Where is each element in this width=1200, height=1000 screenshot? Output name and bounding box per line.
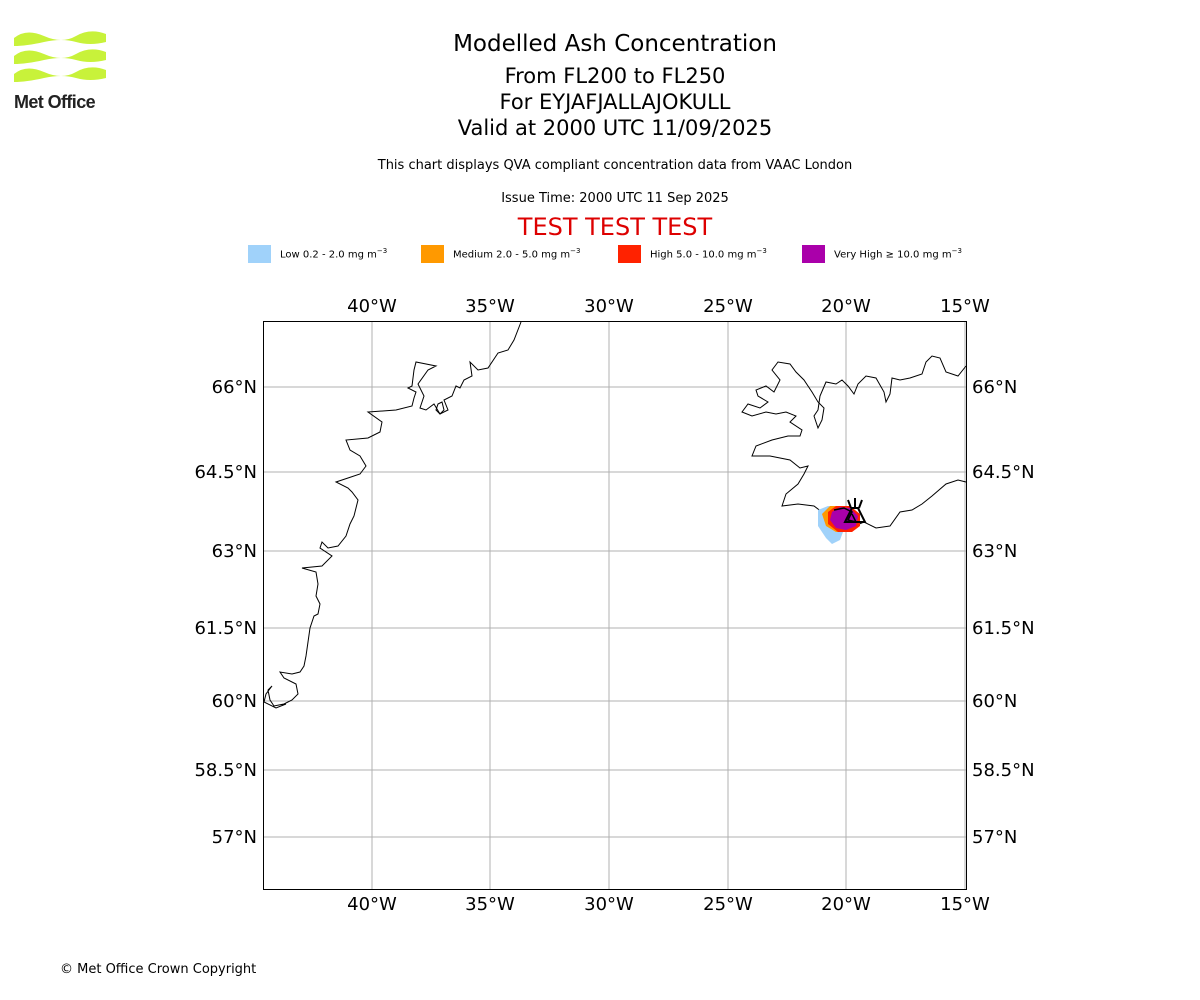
- lat-label-right: 63°N: [972, 541, 1017, 562]
- lat-label-left: 66°N: [212, 377, 257, 398]
- legend-item-high: High 5.0 - 10.0 mg m−3: [618, 244, 767, 264]
- lat-label-left: 63°N: [212, 541, 257, 562]
- issue-time: Issue Time: 2000 UTC 11 Sep 2025: [501, 191, 729, 206]
- lat-label-left: 57°N: [212, 827, 257, 848]
- lat-label-left: 58.5°N: [194, 760, 257, 781]
- legend-swatch-high: [618, 245, 641, 263]
- chart-title: Modelled Ash Concentration: [453, 31, 777, 57]
- lon-label-top: 40°W: [347, 296, 397, 317]
- lat-label-right: 66°N: [972, 377, 1017, 398]
- copyright-notice: © Met Office Crown Copyright: [60, 962, 257, 977]
- legend-unit-exp-low: −3: [376, 247, 388, 256]
- lat-label-left: 61.5°N: [194, 618, 257, 639]
- flight-level-range: From FL200 to FL250: [504, 64, 726, 88]
- legend-swatch-low: [248, 245, 271, 263]
- legend-swatch-medium: [421, 245, 444, 263]
- lon-label-bottom: 15°W: [940, 894, 990, 915]
- lon-label-bottom: 30°W: [584, 894, 634, 915]
- greenland-small-island: [435, 401, 445, 415]
- longitude-labels-top: 40°W 35°W 30°W 25°W 20°W 15°W: [347, 296, 990, 317]
- map-frame: [263, 321, 967, 890]
- chart-description: This chart displays QVA compliant concen…: [377, 158, 853, 173]
- volcano-icon: [843, 498, 867, 523]
- lon-label-top: 15°W: [940, 296, 990, 317]
- lon-label-bottom: 40°W: [347, 894, 397, 915]
- met-office-logo: Met Office: [14, 30, 106, 112]
- lat-label-right: 60°N: [972, 691, 1017, 712]
- test-banner: TEST TEST TEST: [517, 213, 713, 241]
- legend-item-medium: Medium 2.0 - 5.0 mg m−3: [421, 244, 580, 264]
- ash-cloud: [818, 506, 860, 544]
- lon-label-bottom: 20°W: [821, 894, 871, 915]
- ash-contour-outline: [833, 507, 858, 524]
- logo-waves-icon: [14, 31, 106, 82]
- graticule: [264, 322, 966, 889]
- valid-time: Valid at 2000 UTC 11/09/2025: [457, 116, 773, 140]
- concentration-legend: Low 0.2 - 2.0 mg m−3 Medium 2.0 - 5.0 mg…: [0, 244, 1200, 264]
- lon-label-top: 30°W: [584, 296, 634, 317]
- lat-label-right: 64.5°N: [972, 462, 1035, 483]
- legend-item-low: Low 0.2 - 2.0 mg m−3: [248, 244, 387, 264]
- legend-label-medium: Medium 2.0 - 5.0 mg m: [453, 249, 571, 261]
- lat-label-left: 60°N: [212, 691, 257, 712]
- legend-unit-exp-high: −3: [756, 247, 767, 256]
- lat-label-right: 57°N: [972, 827, 1017, 848]
- longitude-labels-bottom: 40°W 35°W 30°W 25°W 20°W 15°W: [347, 894, 990, 915]
- legend-unit-exp-medium: −3: [570, 247, 581, 256]
- lon-label-top: 20°W: [821, 296, 871, 317]
- lat-label-left: 64.5°N: [194, 462, 257, 483]
- logo-text: Met Office: [14, 92, 96, 112]
- latitude-labels-left: 66°N 64.5°N 63°N 61.5°N 60°N 58.5°N 57°N: [194, 377, 257, 848]
- latitude-labels-right: 66°N 64.5°N 63°N 61.5°N 60°N 58.5°N 57°N: [972, 377, 1035, 848]
- lat-label-right: 58.5°N: [972, 760, 1035, 781]
- lat-label-right: 61.5°N: [972, 618, 1035, 639]
- legend-swatch-very-high: [802, 245, 825, 263]
- lon-label-top: 25°W: [703, 296, 753, 317]
- legend-label-very-high: Very High ≥ 10.0 mg m: [834, 249, 952, 261]
- legend-unit-exp-very-high: −3: [951, 247, 962, 256]
- lon-label-bottom: 25°W: [703, 894, 753, 915]
- volcano-name: For EYJAFJALLAJOKULL: [499, 90, 731, 114]
- lon-label-bottom: 35°W: [465, 894, 515, 915]
- legend-item-very-high: Very High ≥ 10.0 mg m−3: [802, 244, 962, 264]
- greenland-coastline: [263, 321, 522, 709]
- legend-label-high: High 5.0 - 10.0 mg m: [650, 249, 757, 261]
- legend-label-low: Low 0.2 - 2.0 mg m: [280, 249, 377, 261]
- lon-label-top: 35°W: [465, 296, 515, 317]
